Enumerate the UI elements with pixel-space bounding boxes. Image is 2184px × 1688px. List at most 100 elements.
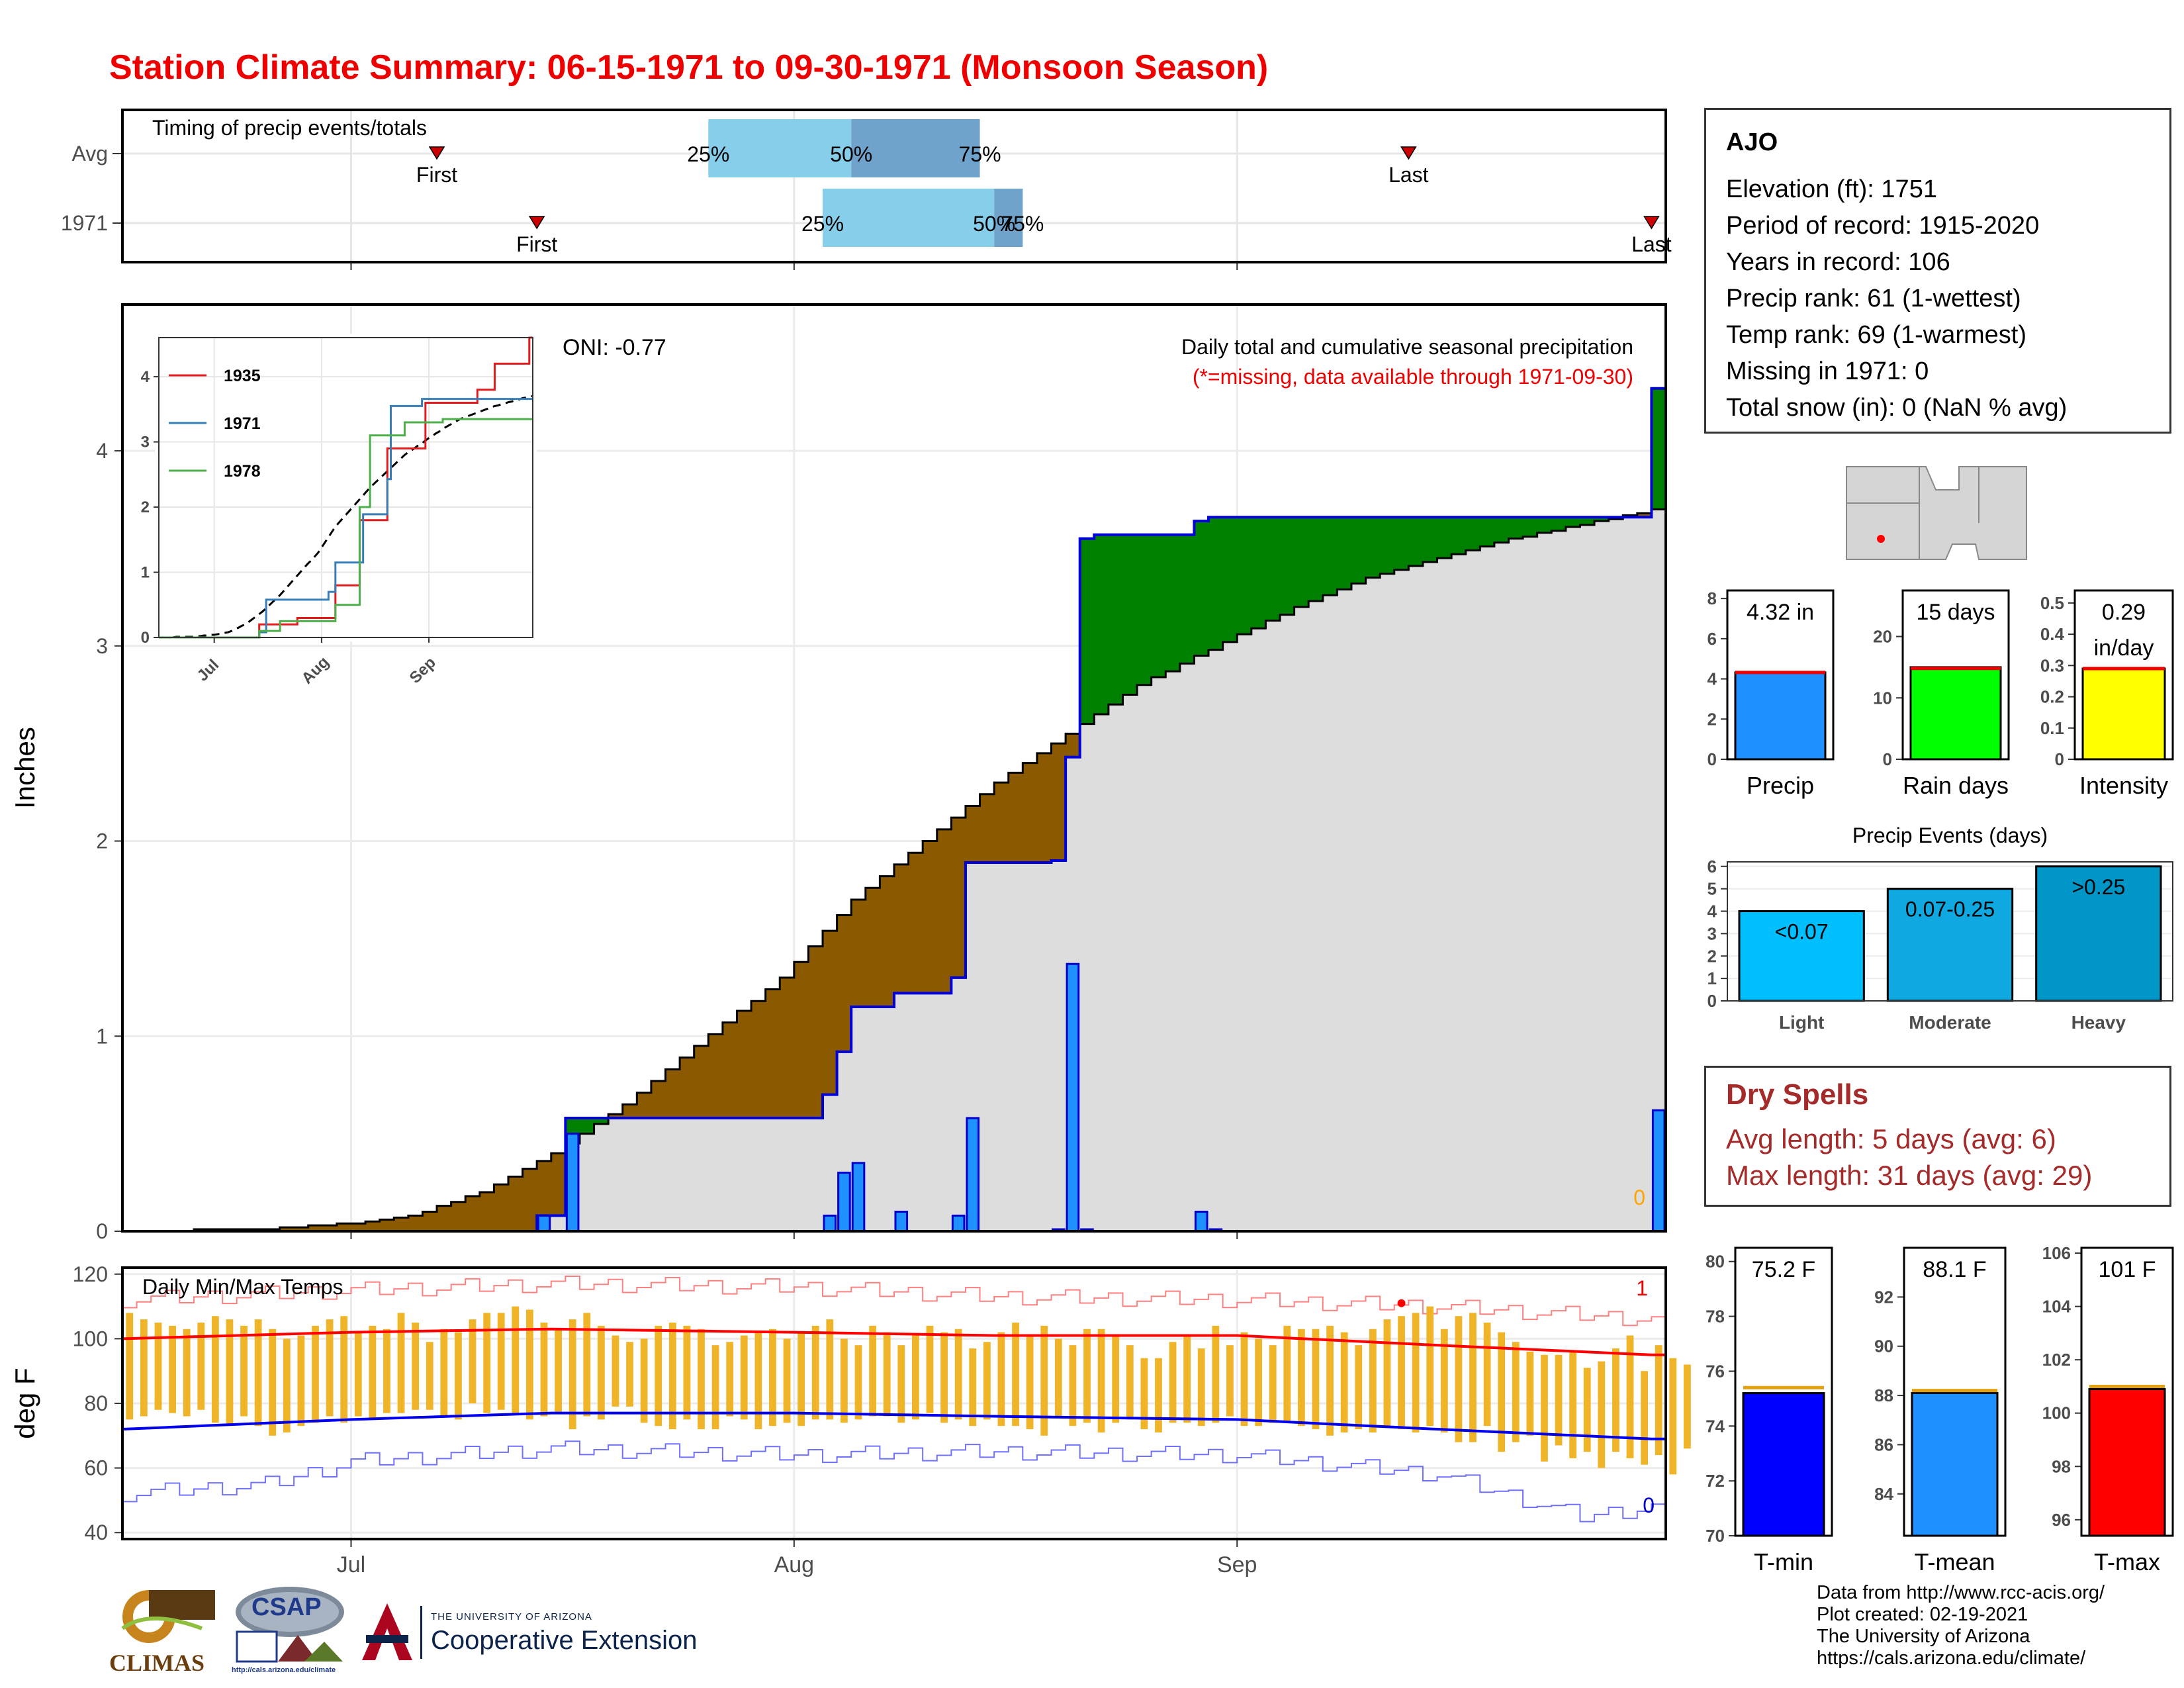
- temp-min-panel-y-tick-label: 70: [1706, 1526, 1725, 1546]
- dry-spells-avg: Avg length: 5 days (avg: 6): [1726, 1123, 2056, 1154]
- record-max-point: [1397, 1299, 1406, 1307]
- daily-temp-bar: [740, 1335, 748, 1420]
- below-average-segment: [1637, 513, 1653, 518]
- record-max-temp-line: [122, 1275, 1666, 1327]
- temp-x-tick-label: Sep: [1217, 1552, 1257, 1577]
- below-average-segment: [794, 962, 809, 1119]
- station-missing: Missing in 1971: 0: [1726, 357, 1929, 385]
- daily-temp-bar: [668, 1322, 676, 1430]
- coop-ext-text: Cooperative Extension: [431, 1626, 698, 1655]
- below-average-segment: [308, 1225, 323, 1231]
- above-average-segment: [1480, 517, 1495, 547]
- timing-q50-label: 50%: [973, 212, 1015, 236]
- daily-temp-bar: [969, 1348, 977, 1427]
- daily-temp-bar: [1641, 1371, 1649, 1465]
- daily-temp-bar: [769, 1329, 776, 1427]
- daily-temp-bar: [997, 1332, 1005, 1427]
- daily-temp-bar: [854, 1345, 862, 1420]
- temp-y-tick-label: 60: [84, 1456, 108, 1480]
- above-average-segment: [1365, 517, 1381, 578]
- temp-missing-min: 0: [1643, 1493, 1655, 1517]
- daily-temp-bar: [1398, 1316, 1405, 1430]
- daily-temp-bar: [1140, 1358, 1148, 1430]
- dry-spells-title: Dry Spells: [1726, 1078, 1869, 1111]
- below-average-segment: [451, 1201, 466, 1231]
- below-average-segment: [637, 1092, 652, 1119]
- below-average-segment: [694, 1046, 709, 1119]
- below-average-segment: [737, 1010, 752, 1119]
- events-y-tick-label: 2: [1707, 946, 1717, 966]
- ua-name: THE UNIVERSITY OF ARIZONA: [431, 1611, 592, 1622]
- above-average-segment: [1594, 517, 1610, 522]
- below-average-segment: [322, 1225, 338, 1231]
- above-average-segment: [1537, 517, 1552, 533]
- daily-temp-bar: [297, 1335, 305, 1427]
- inset-legend-label: 1978: [224, 462, 261, 481]
- csap-logo-text: CSAP: [251, 1593, 322, 1621]
- daily-temp-bar: [841, 1338, 848, 1423]
- above-average-segment: [1551, 517, 1567, 531]
- temp-mean-panel-title: T-mean: [1914, 1548, 1995, 1575]
- timing-q50-label: 50%: [830, 142, 872, 166]
- below-average-segment: [437, 1205, 452, 1231]
- above-average-segment: [1294, 517, 1309, 607]
- precip-total-panel-y-tick-label: 6: [1707, 629, 1717, 649]
- daily-temp-bar: [811, 1325, 819, 1420]
- event-bar-moderate: [1886, 888, 2014, 1002]
- inset-average-dashed-line: [159, 395, 533, 639]
- credit-university: The University of Arizona: [1817, 1626, 2030, 1647]
- temp-mean-panel-y-tick-label: 84: [1874, 1484, 1893, 1504]
- station-period: Period of record: 1915-2020: [1726, 212, 2040, 240]
- daily-temp-bar: [440, 1329, 448, 1417]
- below-average-segment: [351, 1223, 366, 1231]
- below-average-segment: [865, 888, 881, 1008]
- precip-y-tick-label: 2: [96, 829, 108, 853]
- event-category-label: Heavy: [2071, 1012, 2126, 1033]
- daily-precip-bar: [1066, 962, 1080, 1233]
- daily-precip-bar: [894, 1211, 909, 1233]
- below-average-segment: [936, 829, 952, 994]
- daily-temp-bar: [1526, 1351, 1534, 1436]
- daily-temp-bar: [369, 1325, 377, 1420]
- inset-y-tick-label: 3: [141, 434, 150, 451]
- above-average-segment: [1394, 517, 1409, 570]
- daily-temp-bar: [469, 1319, 477, 1403]
- temp-y-tick-label: 120: [73, 1262, 108, 1286]
- precip-y-tick-label: 3: [96, 634, 108, 658]
- below-average-segment: [979, 794, 995, 863]
- above-average-segment: [1380, 517, 1395, 574]
- daily-temp-bar: [483, 1313, 491, 1413]
- events-y-tick-label: 5: [1707, 879, 1717, 899]
- intensity-panel-y-tick-label: 0: [2055, 749, 2064, 769]
- csap-logo-mark: [236, 1587, 344, 1663]
- temp-min-panel-y-tick-label: 76: [1706, 1361, 1725, 1381]
- below-average-segment: [951, 818, 966, 978]
- daily-temp-bar: [1369, 1329, 1377, 1432]
- daily-precip-bar: [1651, 1109, 1666, 1233]
- precip-y-tick-label: 0: [96, 1219, 108, 1243]
- precip-events-panel: 0 12 3 4 5 6 <0.07 Light 0.07-0.25 Moderate >0.25 H…: [1707, 823, 2173, 1033]
- above-average-segment: [1523, 517, 1538, 537]
- above-average-segment: [1465, 517, 1480, 551]
- daily-temp-bar: [1669, 1358, 1677, 1475]
- precip-total-panel-border: [1726, 589, 1835, 761]
- rain-days-panel: 0 10 20 15 days Rain days: [1873, 589, 2010, 799]
- event-category-label: Light: [1779, 1012, 1824, 1033]
- precip-total-panel-title: Precip: [1747, 772, 1814, 799]
- temp-max-panel-value-label: 101 F: [2099, 1257, 2156, 1282]
- below-average-segment: [837, 915, 852, 1052]
- daily-temp-bar: [283, 1338, 291, 1432]
- below-average-segment: [537, 1160, 552, 1216]
- timing-q75-label: 75%: [1001, 212, 1044, 236]
- temp-max-panel-y-tick-label: 106: [2042, 1243, 2071, 1263]
- below-average-segment: [880, 876, 895, 1008]
- temp-max-panel-border: [2080, 1246, 2174, 1537]
- daily-precip-bar: [951, 1214, 966, 1233]
- station-snow: Total snow (in): 0 (NaN % avg): [1726, 394, 2068, 422]
- above-average-segment: [1322, 517, 1338, 596]
- page-title: Station Climate Summary: 06-15-1971 to 0…: [109, 48, 1269, 87]
- daily-temp-bar: [1498, 1332, 1506, 1452]
- temp-mean-panel-y-tick-label: 92: [1874, 1287, 1893, 1307]
- daily-temp-bar: [426, 1342, 433, 1410]
- daily-temp-bar: [1312, 1329, 1320, 1430]
